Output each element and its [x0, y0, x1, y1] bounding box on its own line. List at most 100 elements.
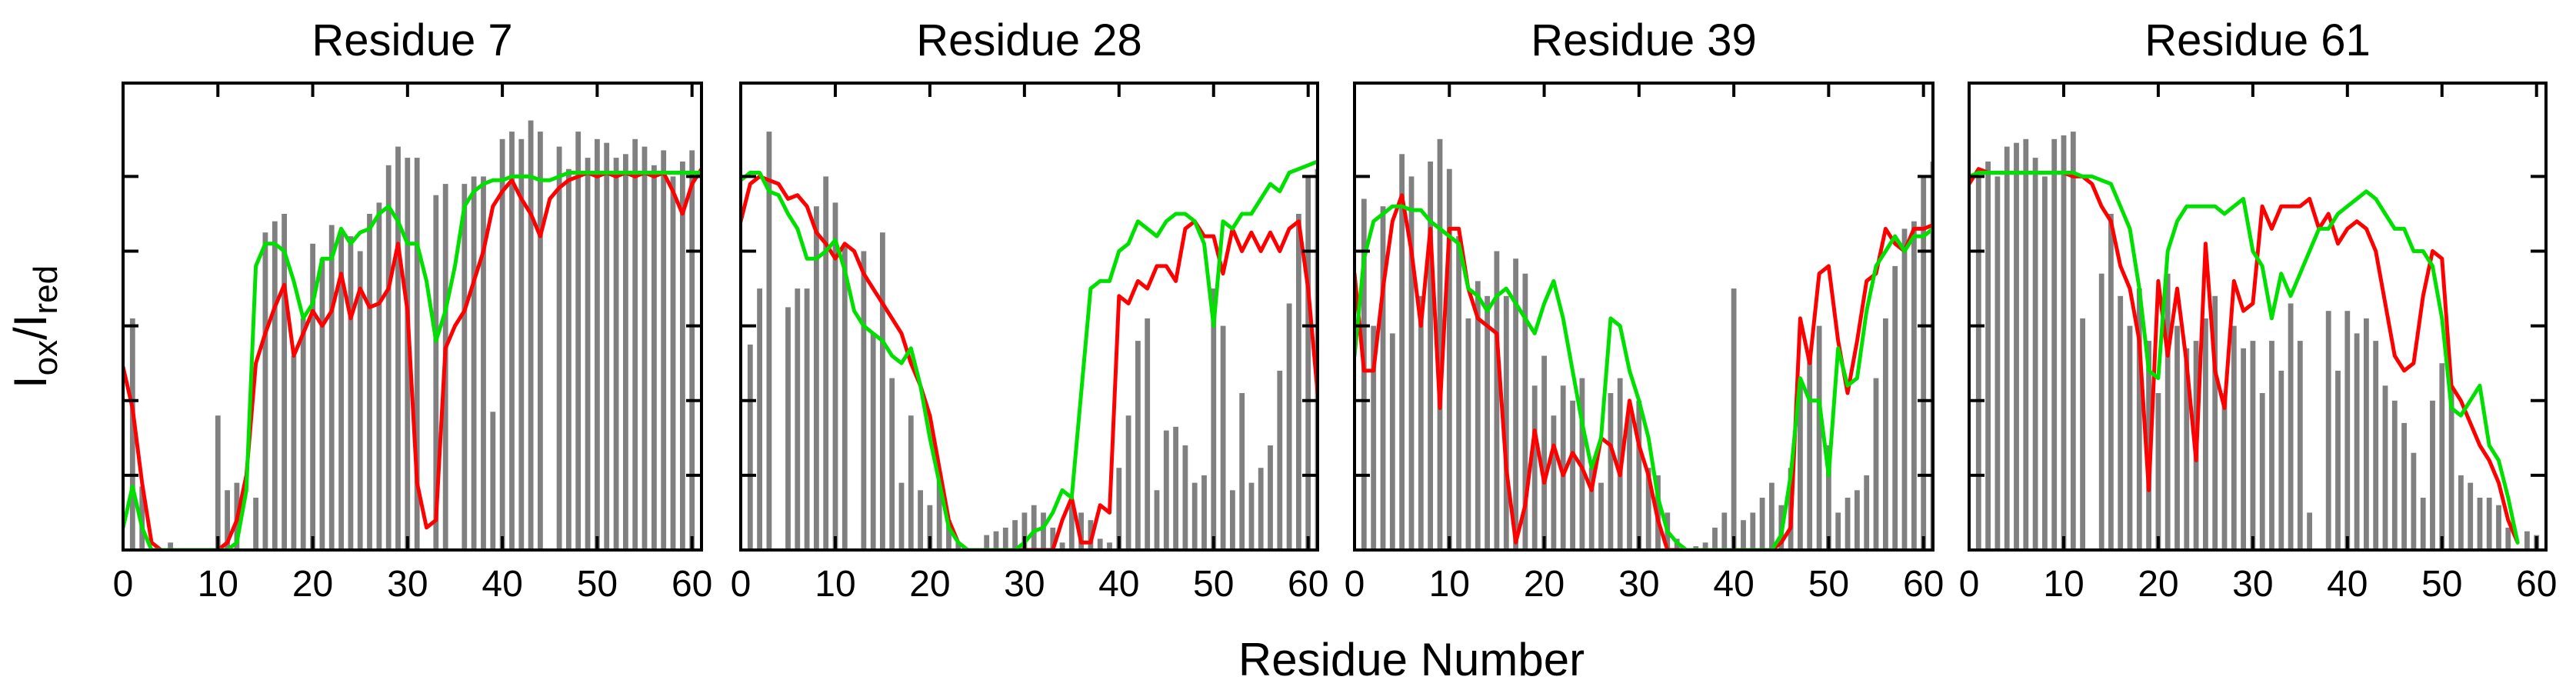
bar [1702, 542, 1708, 550]
bar [433, 195, 439, 550]
bar [1627, 408, 1632, 550]
bar [2023, 138, 2029, 550]
series-line-red [1355, 193, 1933, 550]
bar [1399, 154, 1405, 550]
bar [2458, 475, 2464, 550]
bar [1239, 393, 1245, 550]
bar [575, 132, 582, 550]
bar [2354, 333, 2360, 550]
y-axis-label-main: I [5, 375, 56, 388]
bar [1901, 228, 1908, 550]
bar [367, 214, 372, 550]
bar [2344, 311, 2351, 550]
bar [1078, 512, 1084, 550]
bar [2032, 158, 2038, 550]
x-tick-label: 40 [482, 564, 522, 605]
bar [1021, 512, 1028, 550]
panel-title: Residue 61 [2144, 15, 2370, 65]
bar [1541, 355, 1547, 550]
bar [1826, 445, 1831, 550]
bar [2136, 288, 2142, 550]
bar [300, 318, 306, 550]
bar [348, 236, 354, 550]
panel-title: Residue 7 [312, 15, 512, 65]
bar [623, 154, 628, 550]
bar [1513, 258, 1518, 550]
panel-title: Residue 39 [1531, 15, 1756, 65]
bar [1883, 318, 1888, 550]
bar [2297, 341, 2303, 550]
x-tick-label: 0 [1345, 564, 1365, 605]
bar [2061, 135, 2067, 550]
bar [898, 482, 905, 550]
bar [2108, 214, 2114, 550]
bar [1145, 318, 1151, 550]
bar [785, 307, 791, 550]
x-axis-label: Residue Number [1238, 634, 1585, 685]
x-tick-label: 30 [387, 564, 428, 605]
bar [2146, 341, 2151, 550]
bar [1598, 482, 1604, 550]
bar [585, 158, 591, 550]
x-tick-label: 30 [2232, 564, 2273, 605]
bar [1125, 415, 1131, 550]
bar [1268, 445, 1273, 550]
bar [661, 150, 667, 550]
bar-group [129, 120, 695, 550]
bar [471, 176, 477, 550]
bar-group [1975, 132, 2540, 550]
bar [2155, 393, 2161, 550]
x-tick-label: 10 [815, 564, 855, 605]
x-tick-label: 30 [1004, 564, 1045, 605]
bar [1759, 498, 1765, 550]
bar [936, 475, 942, 550]
bar [253, 498, 258, 550]
bar [1428, 162, 1433, 550]
bar [2004, 146, 2010, 550]
bar [632, 138, 638, 550]
bar [2382, 385, 2388, 550]
bar [1798, 385, 1803, 550]
bar [1437, 138, 1443, 550]
bar [1031, 505, 1037, 550]
bar [1286, 303, 1292, 550]
bar [766, 132, 772, 550]
bar [613, 158, 619, 550]
bar [1475, 281, 1481, 550]
bar [1163, 430, 1169, 550]
bar [518, 138, 525, 550]
bar [1750, 512, 1756, 550]
bar [2164, 273, 2171, 550]
bar [1994, 176, 2001, 550]
x-tick-label: 60 [1288, 564, 1328, 605]
bar [357, 251, 363, 550]
bar [1305, 176, 1311, 550]
series-line-green [1355, 204, 1933, 550]
bar [1911, 221, 1917, 550]
bar [1636, 400, 1642, 550]
bar [1068, 505, 1075, 550]
bar [2051, 138, 2058, 550]
bar [385, 165, 392, 550]
series-line-green [741, 159, 1318, 550]
bar [2401, 422, 2407, 550]
series-lines [741, 159, 1318, 550]
bar [2468, 482, 2474, 550]
x-tick-label: 60 [2516, 564, 2557, 605]
bar [1154, 490, 1160, 550]
bar [1712, 527, 1718, 550]
bar [2288, 303, 2294, 550]
bar [2221, 393, 2228, 550]
y-axis-label-sub-red: red [27, 265, 65, 315]
bar [1456, 236, 1461, 550]
bar [414, 158, 420, 550]
bar [2307, 512, 2312, 550]
bar [2496, 505, 2501, 550]
bar [1408, 176, 1415, 550]
x-tick-label: 50 [1193, 564, 1234, 605]
bar [2259, 393, 2265, 550]
bar [1107, 542, 1112, 550]
bar [2269, 341, 2274, 550]
bar [1211, 288, 1217, 550]
